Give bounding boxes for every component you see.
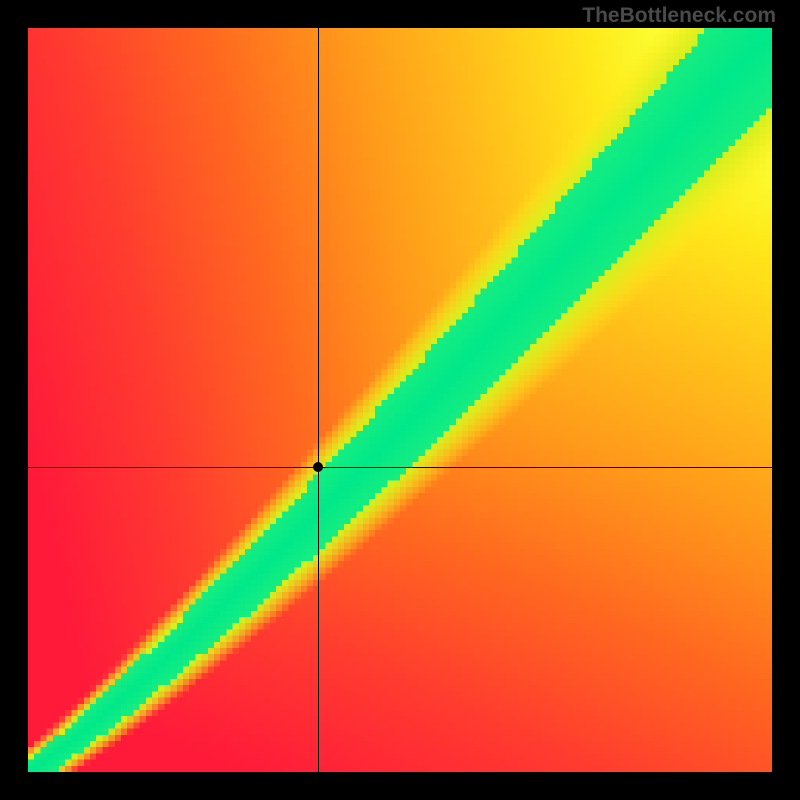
crosshair-horizontal (28, 467, 772, 468)
crosshair-vertical (318, 28, 319, 772)
plot-area (28, 28, 772, 772)
heatmap-canvas (28, 28, 772, 772)
watermark-text: TheBottleneck.com (582, 4, 776, 28)
marker-dot (313, 462, 323, 472)
